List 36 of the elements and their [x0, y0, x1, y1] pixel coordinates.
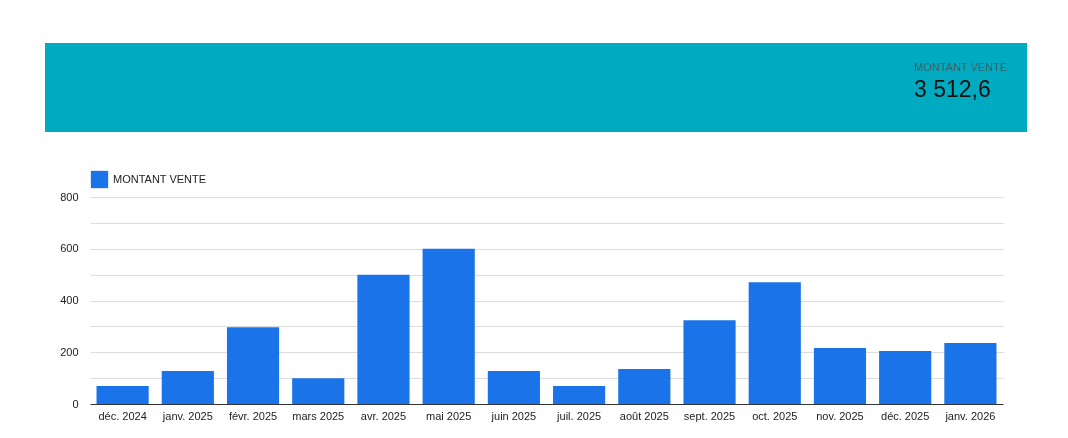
text: 3 512,6: [914, 76, 991, 103]
bar: [487, 370, 540, 404]
bar: [618, 369, 671, 404]
bar: [226, 327, 280, 404]
bar: [292, 378, 345, 404]
bar: [748, 282, 801, 404]
x-tick-label: sept. 2025: [683, 409, 736, 422]
bar: [422, 248, 475, 404]
x-tick-label: août 2025: [619, 409, 669, 422]
bar: [161, 370, 214, 404]
x-tick-label: janv. 2026: [944, 409, 996, 422]
bar: [96, 385, 149, 404]
y-tick-label: 200: [60, 345, 79, 358]
x-tick-label: mai 2025: [426, 409, 472, 422]
text: MONTANT VENTE: [914, 61, 1008, 73]
bar: [553, 385, 606, 404]
x-tick-label: oct. 2025: [752, 409, 798, 422]
bar: [944, 342, 997, 404]
x-tick-label: juil. 2025: [556, 409, 602, 422]
x-tick-label: janv. 2025: [161, 409, 213, 422]
x-tick-label: nov. 2025: [816, 409, 864, 422]
bar: [879, 350, 932, 404]
x-tick-label: févr. 2025: [228, 409, 278, 422]
bar: [357, 274, 410, 404]
x-tick-label: avr. 2025: [360, 409, 407, 422]
y-tick-label: 800: [60, 190, 79, 203]
bar: [683, 320, 736, 404]
y-tick-label: 600: [60, 242, 79, 255]
y-tick-label: 0: [72, 397, 79, 410]
x-tick-label: mars 2025: [292, 409, 345, 422]
x-tick-label: déc. 2025: [881, 409, 930, 422]
x-tick-label: juin 2025: [490, 409, 537, 422]
bar: [813, 348, 867, 404]
legend-label: MONTANT VENTE: [113, 172, 207, 185]
x-tick-label: déc. 2024: [98, 409, 147, 422]
y-tick-label: 400: [60, 294, 79, 306]
